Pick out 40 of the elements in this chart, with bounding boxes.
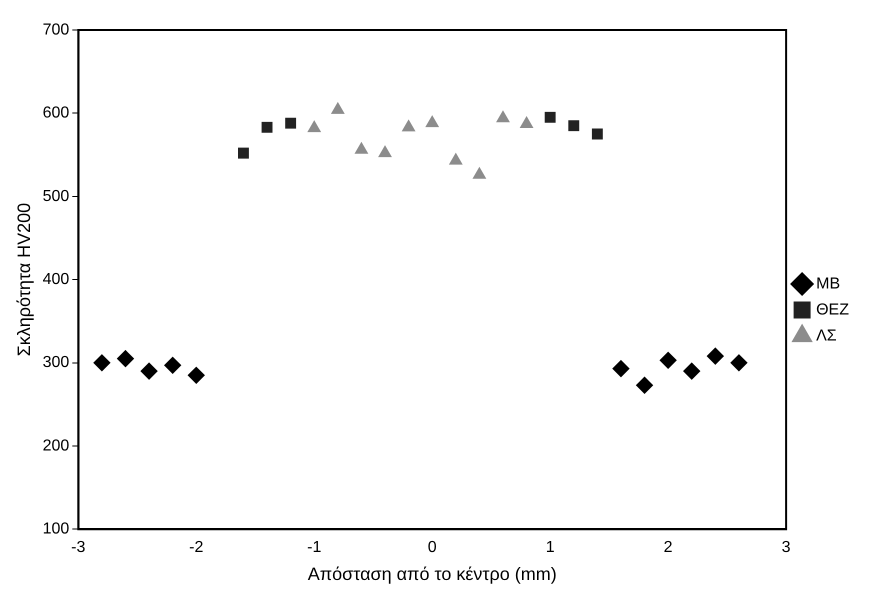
x-tick-label: 1 [546,539,555,556]
y-axis-title: Σκληρότητα HV200 [14,202,34,356]
x-tick-label: -3 [71,539,86,556]
point [140,362,158,380]
point [472,167,486,179]
point [378,146,392,158]
x-tick-label: 2 [664,539,673,556]
y-tick-label: 500 [42,188,70,205]
point [164,356,182,374]
x-axis-title: Απόσταση από το κέντρο (mm) [308,564,557,584]
point [116,350,134,368]
y-tick-label: 700 [42,21,70,38]
y-tick-label: 200 [42,437,70,454]
point [402,120,416,132]
legend-label: MB [816,275,840,292]
y-tick-label: 100 [42,520,70,538]
y-tick-label: 400 [42,271,70,288]
point [331,102,344,114]
legend-label: ΘΕΖ [816,301,850,318]
x-tick-label: -1 [307,539,322,556]
point [636,376,654,394]
x-tick-label: 3 [782,539,791,556]
y-tick-label: 300 [42,354,70,372]
y-tick-label: 600 [42,104,70,122]
point [426,116,439,128]
point [354,142,368,154]
point [660,352,677,369]
point [612,360,630,378]
legend-label: ΛΣ [816,327,837,344]
point [706,348,724,365]
point [188,366,205,384]
point [449,153,462,165]
point [730,354,748,372]
point [308,120,321,132]
x-tick-label: 0 [428,539,437,556]
point [683,362,700,380]
point [496,110,510,122]
point [93,354,110,372]
x-tick-label: -2 [189,539,204,556]
point [520,116,534,128]
